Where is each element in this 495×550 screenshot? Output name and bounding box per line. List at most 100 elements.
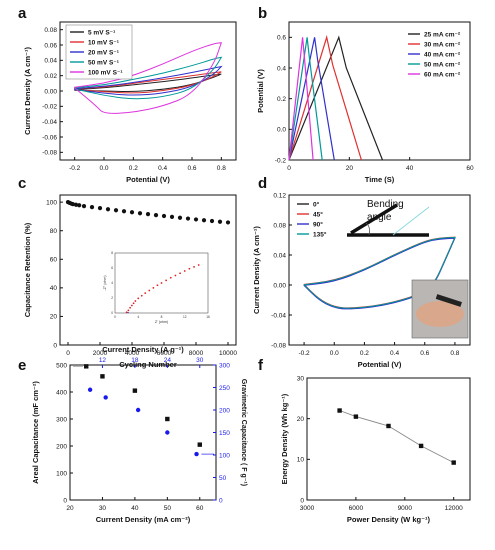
y-tick-label-f: 10 — [297, 457, 305, 464]
y-tick-label-a: 0.04 — [44, 58, 57, 65]
legend-label-d: 135° — [313, 231, 327, 239]
y-tick-label-f: 20 — [297, 416, 305, 423]
retention-point — [137, 211, 143, 216]
y-tick-label-a: -0.08 — [42, 150, 57, 157]
panel-c: 0 2000 4000 6000 8000 10000020406080100Cyclin… — [23, 194, 237, 369]
y-tick-label-c: 20 — [50, 314, 58, 321]
legend-label-d: 45° — [313, 211, 323, 219]
nyquist-point — [127, 309, 130, 312]
nyquist-point — [197, 264, 200, 266]
y-tick-label-b: -0.2 — [275, 157, 287, 164]
gcd-curve-b-1 — [288, 34, 362, 161]
y-tick-label-d: -0.04 — [271, 312, 286, 319]
retention-point — [113, 208, 119, 213]
x-tick-label-f: 6000 — [349, 505, 364, 512]
panel-letter-a: a — [18, 5, 27, 22]
areal-point — [132, 388, 138, 393]
ragone-point — [386, 423, 391, 429]
gcd-curve-b-0 — [288, 35, 384, 161]
x-axis-label-f: Power Density (W kg⁻¹) — [347, 515, 431, 524]
panel-letter-e: e — [18, 357, 26, 374]
inset-y-tick-label: 8 — [111, 251, 113, 255]
y-tick-label-e: 500 — [56, 362, 67, 369]
retention-point — [217, 219, 223, 224]
inset-x-tick-label: 12 — [183, 315, 187, 319]
inset-x-tick-label: 4 — [137, 315, 139, 319]
y-tick-label-a: 0.06 — [44, 42, 57, 49]
x-tick-label-e: 40 — [131, 505, 139, 512]
cv-curve-a-4 — [74, 42, 223, 114]
retention-point — [153, 213, 159, 218]
panel-b: 0 20 40 60 -0.2 0.0 0.2 0.4 0.6 Time (S) Potential… — [256, 21, 474, 184]
retention-point — [70, 202, 75, 207]
retention-point — [81, 204, 87, 209]
nyquist-point — [129, 306, 132, 309]
x-tick-label-a: 0.8 — [217, 165, 226, 172]
x-tick-label-d: 0.8 — [450, 350, 459, 357]
cv-curve-a-2 — [74, 65, 223, 96]
nyquist-point — [188, 267, 191, 270]
right-tick-label-e: 250 — [219, 385, 230, 392]
legend-label-a: 100 mV S⁻¹ — [88, 70, 123, 77]
y-axis-label-c: Capacitance Retention (%) — [23, 222, 32, 317]
x-tick-label-c: 0 — [66, 350, 70, 357]
retention-point — [77, 203, 82, 208]
nyquist-point — [148, 289, 151, 292]
nyquist-point — [125, 311, 128, 314]
y-tick-label-b: 0.6 — [277, 35, 286, 42]
bend-guide-line — [392, 206, 430, 236]
nyquist-point — [137, 297, 140, 300]
nyquist-point — [140, 294, 143, 297]
panel-letter-c: c — [18, 175, 26, 192]
x-tick-label-e: 30 — [99, 505, 107, 512]
x-tick-label-d: -0.2 — [298, 350, 310, 357]
ragone-point — [353, 414, 359, 419]
x-tick-label-f: 3000 — [300, 505, 315, 512]
gcd-curve-b-2 — [288, 37, 335, 161]
retention-point — [209, 218, 215, 224]
retention-point — [201, 218, 207, 223]
legend-label-b: 30 mA cm⁻² — [424, 42, 461, 49]
y-tick-label-d: -0.08 — [271, 342, 286, 349]
x-tick-label-b: 60 — [466, 165, 474, 172]
legend-label-b: 40 mA cm⁻² — [424, 52, 461, 59]
right-tick-label-e: 300 — [219, 362, 230, 369]
y-axis-label-f: Energy Density (Wh kg⁻¹) — [280, 393, 289, 484]
inset-x-tick-label: 8 — [161, 315, 163, 319]
photo-device-strip — [435, 294, 462, 307]
x-tick-label-c: 8000 — [189, 350, 204, 357]
y-tick-label-e: 400 — [56, 389, 67, 396]
retention-point — [129, 210, 135, 215]
areal-point — [84, 364, 89, 369]
inset-y-tick-label: 4 — [111, 281, 113, 285]
nyquist-point — [193, 265, 195, 268]
y-tick-label-d: 0.08 — [273, 222, 286, 229]
inset-x-axis-label: Z' (ohm) — [155, 320, 168, 324]
x-tick-label-a: -0.2 — [69, 165, 81, 172]
top-tick-label-e: 12 — [99, 357, 107, 364]
cv-curve-d-3 — [303, 236, 456, 309]
panel-d: -0.2 0.0 0.2 0.4 0.6 0.8 -0.08 -0.04 0.00 0.04 0.0… — [252, 192, 471, 369]
gravimetric-point — [103, 395, 108, 400]
x-tick-label-c: 6000 — [157, 350, 172, 357]
y-axis-label-b: Potential (V) — [256, 69, 265, 113]
x-axis-label-d: Potential (V) — [358, 360, 402, 369]
panel-letter-f: f — [258, 357, 264, 374]
retention-point — [225, 220, 231, 225]
y-tick-label-b: 0.4 — [277, 65, 286, 72]
gravimetric-point — [194, 451, 199, 457]
y-tick-label-e: 0 — [63, 497, 67, 504]
y-tick-label-d: 0.12 — [273, 192, 286, 199]
legend-label-a: 50 mV S⁻¹ — [88, 60, 119, 67]
legend-label-b: 50 mA cm⁻² — [424, 62, 461, 69]
x-tick-label-c: 4000 — [125, 350, 140, 357]
y-axis-label-a: Current Density (A cm⁻¹) — [23, 47, 32, 135]
plot-frame-d — [288, 194, 471, 346]
retention-point — [97, 206, 103, 211]
y-tick-label-f: 0 — [300, 497, 304, 504]
nyquist-point — [144, 292, 147, 295]
inset-y-axis-label: -Z'' (ohm) — [103, 275, 107, 290]
x-tick-label-f: 9000 — [398, 505, 413, 512]
